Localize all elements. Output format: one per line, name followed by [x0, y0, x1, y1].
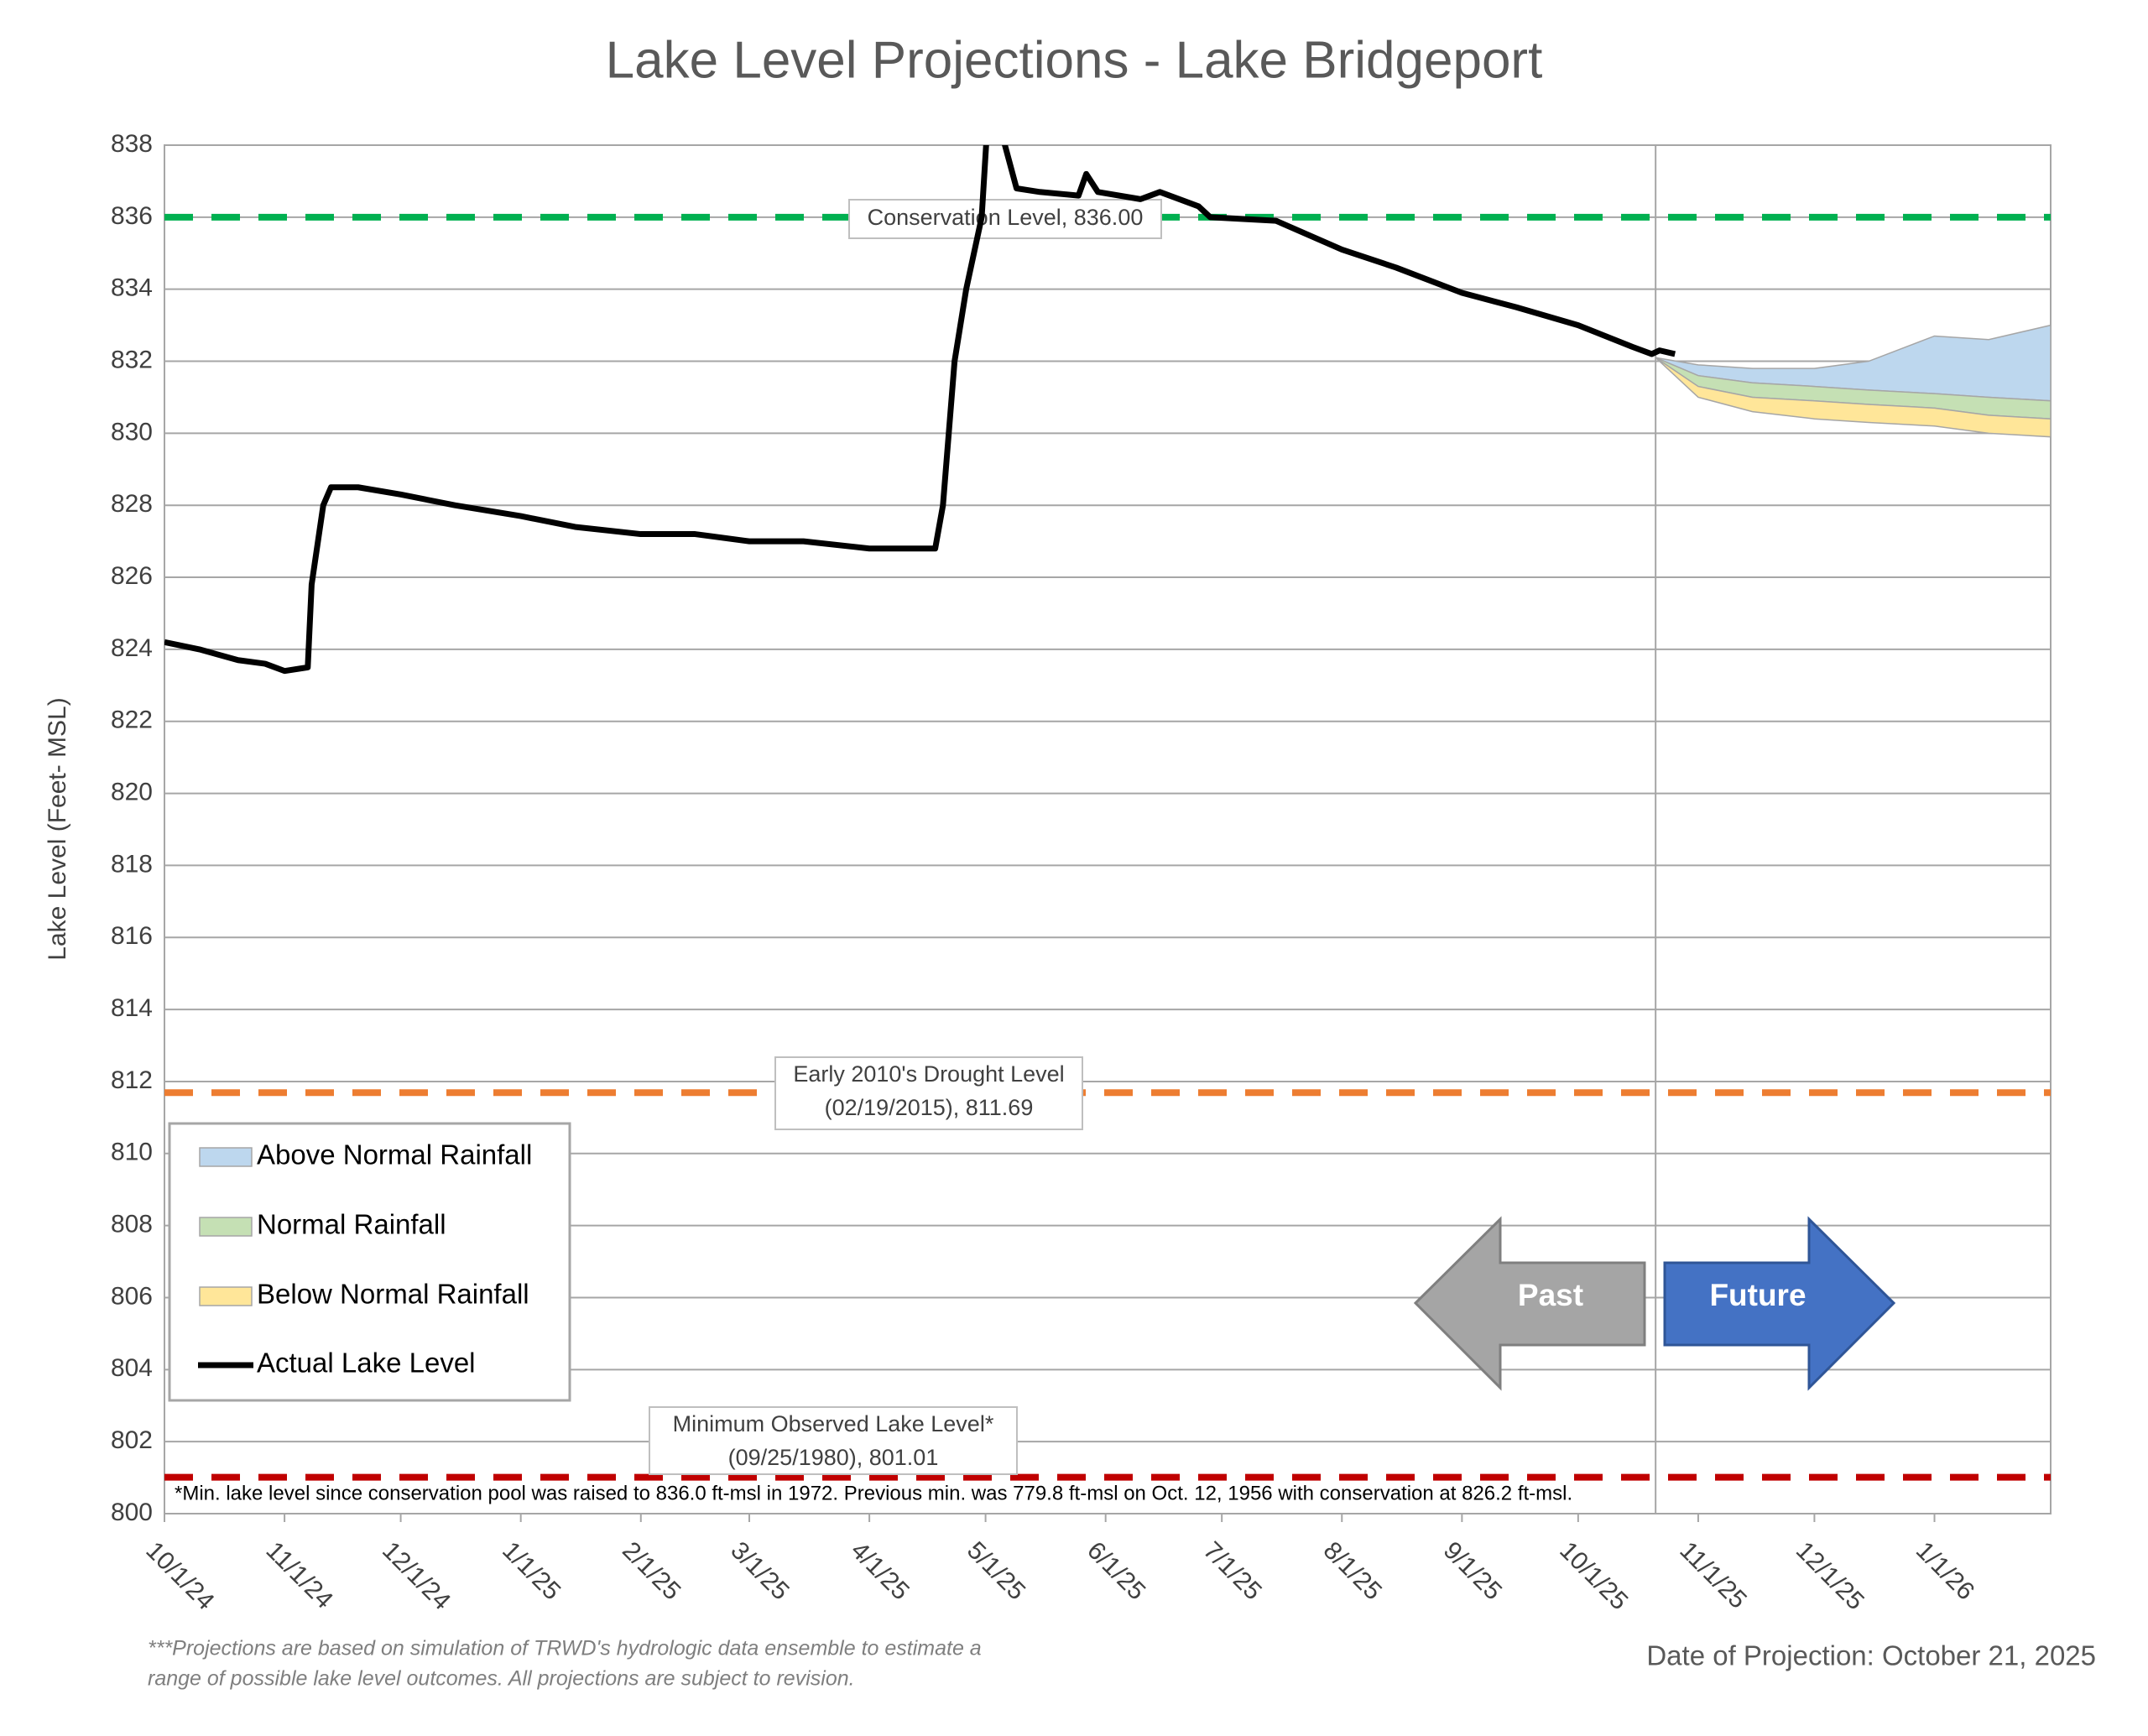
y-tick-label: 816 — [111, 922, 153, 950]
past-label: Past — [1518, 1278, 1583, 1312]
legend-label: Below Normal Rainfall — [257, 1279, 529, 1310]
y-tick-label: 814 — [111, 994, 153, 1022]
y-tick-label: 810 — [111, 1139, 153, 1166]
y-tick-label: 812 — [111, 1066, 153, 1094]
date-of-projection: Date of Projection: October 21, 2025 — [1646, 1640, 2096, 1671]
chart-title: Lake Level Projections - Lake Bridgeport — [606, 31, 1543, 89]
y-tick-label: 808 — [111, 1211, 153, 1238]
legend-label: Above Normal Rainfall — [257, 1139, 532, 1170]
y-tick-label: 828 — [111, 490, 153, 518]
projection-note: range of possible lake level outcomes. A… — [148, 1667, 855, 1691]
projection-band — [1655, 357, 2052, 438]
legend-swatch — [199, 1147, 253, 1167]
legend-label: Actual Lake Level — [257, 1348, 476, 1379]
x-tick-label: 6/1/25 — [1082, 1536, 1150, 1605]
y-tick-label: 822 — [111, 706, 153, 734]
y-tick-label: 806 — [111, 1282, 153, 1310]
x-tick-label: 10/1/25 — [1554, 1536, 1633, 1615]
reference-label-box — [774, 1056, 1083, 1130]
reference-label-box — [848, 199, 1162, 239]
footnote: *Min. lake level since conservation pool… — [175, 1482, 1572, 1504]
y-tick-label: 800 — [111, 1499, 153, 1526]
line-group — [164, 145, 1676, 675]
y-tick-label: 836 — [111, 202, 153, 230]
x-tick-label: 12/1/24 — [377, 1536, 456, 1615]
past-arrow — [1413, 1216, 1646, 1391]
y-tick-label: 826 — [111, 562, 153, 590]
x-tick-label: 1/1/25 — [497, 1536, 566, 1605]
x-tick-label: 11/1/24 — [261, 1536, 339, 1614]
reference-label: (02/19/2015), 811.69 — [825, 1095, 1034, 1120]
reference-label: (09/25/1980), 801.01 — [728, 1445, 939, 1470]
x-tick-label: 9/1/25 — [1438, 1536, 1507, 1605]
legend-swatch — [199, 1286, 253, 1306]
y-tick-label: 820 — [111, 779, 153, 806]
legend-box — [168, 1122, 571, 1402]
legend-label: Normal Rainfall — [257, 1209, 446, 1240]
x-tick-label: 3/1/25 — [725, 1536, 794, 1605]
x-tick-label: 11/1/25 — [1674, 1536, 1752, 1614]
reference-label: Early 2010's Drought Level — [793, 1061, 1064, 1087]
reference-label: Conservation Level, 836.00 — [868, 205, 1144, 230]
legend-swatch — [199, 1217, 253, 1237]
x-tick-label: 4/1/25 — [846, 1536, 915, 1605]
projection-note: ***Projections are based on simulation o… — [148, 1637, 982, 1660]
y-tick-label: 838 — [111, 130, 153, 158]
y-tick-label: 802 — [111, 1426, 153, 1454]
y-tick-label: 818 — [111, 850, 153, 878]
reference-label: Minimum Observed Lake Level* — [673, 1411, 994, 1436]
y-tick-label: 832 — [111, 346, 153, 373]
x-tick-label: 7/1/25 — [1198, 1536, 1267, 1605]
x-tick-label: 10/1/24 — [140, 1536, 219, 1615]
y-axis-label: Lake Level (Feet- MSL) — [44, 697, 71, 960]
x-tick-label: 5/1/25 — [962, 1536, 1030, 1605]
y-tick-label: 804 — [111, 1354, 153, 1382]
x-tick-label: 12/1/25 — [1791, 1536, 1869, 1615]
y-tick-label: 834 — [111, 274, 153, 302]
plot-frame — [164, 144, 2052, 1514]
reference-label-box — [649, 1406, 1018, 1475]
future-arrow — [1663, 1216, 1896, 1391]
y-tick-label: 824 — [111, 634, 153, 662]
x-tick-label: 8/1/25 — [1318, 1536, 1387, 1605]
y-tick-label: 830 — [111, 418, 153, 446]
x-tick-label: 2/1/25 — [617, 1536, 686, 1605]
future-label: Future — [1709, 1278, 1806, 1312]
x-tick-label: 1/1/26 — [1911, 1536, 1979, 1605]
line-series — [164, 145, 1676, 675]
